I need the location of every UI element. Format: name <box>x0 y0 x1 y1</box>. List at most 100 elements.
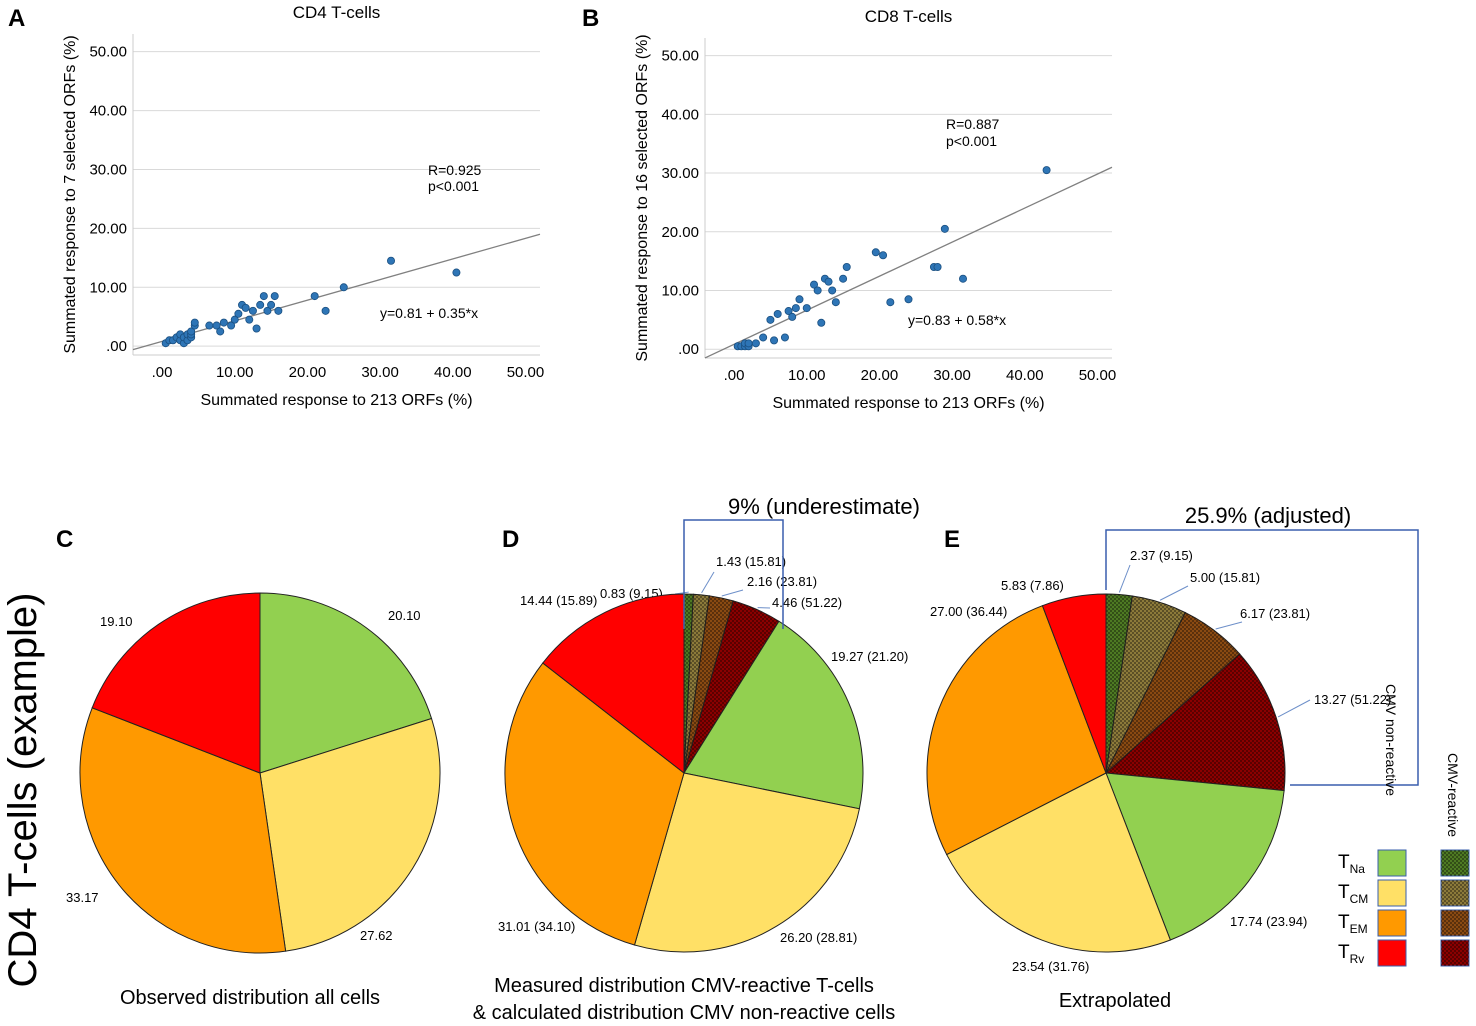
pie-label: 23.54 (31.76) <box>1012 959 1089 974</box>
legend-header-nonreactive: CMV non-reactive <box>1383 684 1399 796</box>
pie-slice-hatch <box>684 600 779 773</box>
data-point <box>256 300 265 309</box>
y-tick-label: .00 <box>106 338 127 355</box>
pie-slice-tem <box>504 662 685 946</box>
data-point <box>940 224 949 233</box>
regression-equation: y=0.81 + 0.35*x <box>380 305 478 321</box>
data-point <box>759 333 768 342</box>
legend: CMV non-reactive CMV-reactive TNaTCMTEMT… <box>1338 684 1470 967</box>
data-point <box>1042 166 1051 175</box>
chart-title: CD4 T-cells <box>293 3 381 22</box>
legend-header-reactive: CMV-reactive <box>1445 753 1461 837</box>
data-point <box>234 309 243 318</box>
data-point <box>886 298 895 307</box>
pie-slice-tem <box>79 707 287 954</box>
data-point <box>802 304 811 313</box>
x-tick-label: 20.00 <box>289 364 327 381</box>
y-axis-label: Summated response to 16 selected ORFs (%… <box>634 34 651 361</box>
pie-slice-tcm <box>633 772 860 953</box>
y-tick-label: .00 <box>678 341 699 358</box>
pie-chart-measured: 0.83 (9.15) 1.43 (15.81) 2.16 (23.81) 4.46 … <box>498 554 908 953</box>
data-point <box>751 339 760 348</box>
data-point <box>831 298 840 307</box>
side-title: CD4 T-cells (example) <box>1 593 45 988</box>
pie-label: 19.10 <box>100 614 133 629</box>
pie-leader-line <box>1277 699 1311 718</box>
pie-slice-tem <box>926 605 1107 856</box>
y-tick-label: 20.00 <box>89 220 127 237</box>
legend-rows: TNa TCM TEM TRv <box>1338 849 1470 967</box>
y-tick-label: 20.00 <box>661 224 699 241</box>
pie-leader-line <box>1118 564 1131 593</box>
y-tick-label: 50.00 <box>89 44 127 61</box>
x-axis-label: Summated response to 213 ORFs (%) <box>200 392 472 409</box>
data-point <box>339 283 348 292</box>
data-point <box>452 268 461 277</box>
legend-swatch-nonreactive <box>1377 939 1407 967</box>
y-tick-label: 40.00 <box>89 103 127 120</box>
pie-slice-trv <box>542 593 685 775</box>
bracket-e-label: 25.9% (adjusted) <box>1185 503 1351 528</box>
pie-slice-hatch <box>1106 653 1285 791</box>
legend-swatch-nonreactive <box>1377 879 1407 907</box>
data-point <box>190 318 199 327</box>
data-point <box>824 277 833 286</box>
legend-label: TEM <box>1338 912 1368 936</box>
chart-title: CD8 T-cells <box>865 7 953 26</box>
pie-label: 27.62 <box>360 928 393 943</box>
panel-letter-b: B <box>582 5 599 32</box>
data-point <box>216 327 225 336</box>
legend-swatch-hatch <box>1441 940 1469 966</box>
x-tick-label: 20.00 <box>861 367 899 384</box>
x-tick-label: .00 <box>724 367 745 384</box>
pie-leader-line <box>701 571 715 594</box>
pie-slice-tcm <box>945 772 1172 953</box>
pie-chart-extrapolated: 2.37 (9.15) 5.00 (15.81) 6.17 (23.81) 13.27… <box>926 548 1391 974</box>
data-point <box>828 286 837 295</box>
data-point <box>813 286 822 295</box>
panel-letter-a: A <box>8 5 25 32</box>
pie-slice-tna <box>1105 772 1285 941</box>
pie-label: 6.17 (23.81) <box>1240 606 1310 621</box>
pie-label: 4.46 (51.22) <box>772 595 842 610</box>
pie-slice-trv <box>1041 593 1107 774</box>
y-tick-label: 10.00 <box>89 279 127 296</box>
legend-label: TCM <box>1338 882 1368 906</box>
stat-r: R=0.925 <box>428 162 482 178</box>
data-point <box>387 256 396 265</box>
pie-d-caption-line1: Measured distribution CMV-reactive T-cel… <box>494 975 874 997</box>
data-point <box>839 274 848 283</box>
pie-chart-observed: 20.10 27.62 33.17 19.10 <box>66 592 441 954</box>
data-point <box>270 292 279 301</box>
pie-slice-hatch <box>1106 595 1186 773</box>
data-point <box>274 306 283 315</box>
pie-label: 5.00 (15.81) <box>1190 570 1260 585</box>
data-point <box>259 292 268 301</box>
data-point <box>773 309 782 318</box>
data-point <box>267 300 276 309</box>
x-tick-label: .00 <box>152 364 173 381</box>
x-axis-label: Summated response to 213 ORFs (%) <box>772 395 1044 412</box>
legend-label: TNa <box>1338 852 1365 876</box>
data-point <box>241 303 250 312</box>
pie-label: 13.27 (51.22) <box>1314 692 1391 707</box>
y-tick-label: 40.00 <box>661 106 699 123</box>
pie-label: 20.10 <box>388 608 421 623</box>
bracket-d-label: 9% (underestimate) <box>728 494 920 519</box>
y-axis-label: Summated response to 7 selected ORFs (%) <box>62 35 79 353</box>
stat-p: p<0.001 <box>946 133 997 149</box>
x-tick-label: 10.00 <box>216 364 254 381</box>
pie-d-caption-line2: & calculated distribution CMV non-reacti… <box>473 1002 895 1024</box>
pie-slice-hatch <box>1106 612 1240 773</box>
pie-label: 5.83 (7.86) <box>1001 578 1064 593</box>
pie-e-caption: Extrapolated <box>1059 990 1171 1012</box>
bracket-e-line <box>1105 529 1419 786</box>
pie-label: 2.16 (23.81) <box>747 574 817 589</box>
pie-label: 33.17 <box>66 890 99 905</box>
pie-slice-tna <box>683 620 864 810</box>
pie-leader-line <box>1159 585 1189 601</box>
pie-label: 1.43 (15.81) <box>716 554 786 569</box>
pie-label: 14.44 (15.89) <box>520 593 597 608</box>
data-point <box>933 262 942 271</box>
